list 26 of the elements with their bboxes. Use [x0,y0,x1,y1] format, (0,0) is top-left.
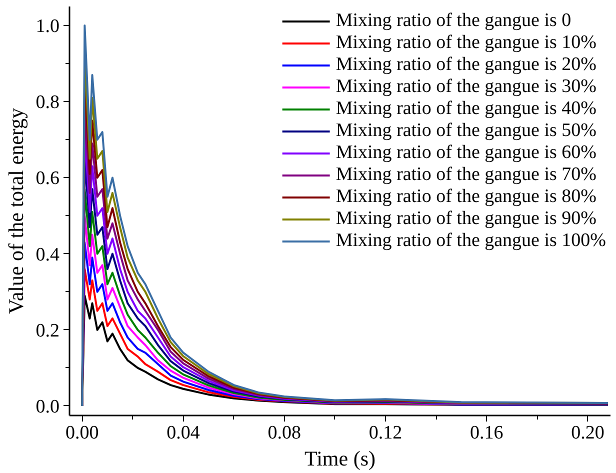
x-tick-label: 0.20 [571,422,604,444]
y-tick-label: 0.2 [36,320,60,342]
line-series [81,294,609,407]
y-axis-title: Value of the total energy [4,107,28,314]
x-tick-label: 0.04 [166,422,200,444]
legend-label: Mixing ratio of the gangue is 100% [336,230,606,252]
legend-label: Mixing ratio of the gangue is 60% [336,142,596,164]
legend-label: Mixing ratio of the gangue is 90% [336,208,596,230]
y-tick-label: 0.6 [36,168,60,190]
x-tick-label: 0.12 [368,422,402,444]
legend-label: Mixing ratio of the gangue is 10% [336,32,596,54]
y-tick-label: 1.0 [36,16,60,38]
legend-label: Mixing ratio of the gangue is 30% [336,76,596,98]
legend-label: Mixing ratio of the gangue is 80% [336,186,596,208]
legend-label: Mixing ratio of the gangue is 50% [336,120,596,142]
x-axis-title: Time (s) [304,446,376,470]
legend-label: Mixing ratio of the gangue is 70% [336,164,596,186]
x-tick-label: 0.16 [470,422,504,444]
legend-label: Mixing ratio of the gangue is 0 [336,10,572,32]
legend-label: Mixing ratio of the gangue is 20% [336,54,596,76]
x-tick-label: 0.00 [66,422,99,444]
y-tick-label: 0.8 [36,92,60,114]
y-tick-label: 0.4 [36,244,60,266]
y-tick-label: 0.0 [36,396,60,418]
legend-label: Mixing ratio of the gangue is 40% [336,98,596,120]
x-tick-label: 0.08 [268,422,302,444]
